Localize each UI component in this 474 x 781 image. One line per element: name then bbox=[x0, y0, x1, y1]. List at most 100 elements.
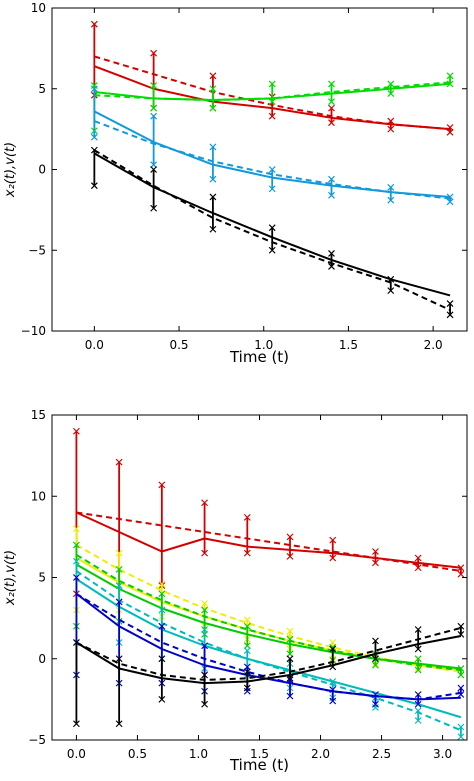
x-marker bbox=[372, 559, 379, 567]
x-marker bbox=[268, 246, 276, 254]
x-marker bbox=[201, 700, 208, 708]
x-marker bbox=[90, 182, 98, 190]
x-tick-label: 0.0 bbox=[67, 747, 86, 761]
x-tick-label: 2.5 bbox=[372, 747, 391, 761]
y-tick-label: 5 bbox=[38, 82, 46, 96]
x-marker bbox=[90, 85, 98, 93]
solid-segment bbox=[272, 92, 332, 100]
solid-segment bbox=[247, 657, 291, 672]
x-marker bbox=[268, 166, 276, 173]
solid-segment bbox=[212, 97, 273, 102]
x-marker bbox=[158, 695, 166, 703]
x-marker bbox=[201, 671, 208, 679]
x-marker bbox=[268, 112, 276, 120]
x-marker bbox=[72, 427, 80, 435]
x-marker bbox=[414, 691, 422, 698]
solid-segment bbox=[332, 680, 376, 694]
y-axis-label: x₂(t),v(t) bbox=[3, 550, 18, 606]
x-marker bbox=[372, 661, 379, 669]
y-tick-label: 0 bbox=[38, 652, 46, 666]
x-marker bbox=[329, 663, 337, 671]
x-marker bbox=[387, 287, 395, 295]
bottom-chart: 0.0 0.5 1.0 1.5 2.0 2.5 3.0 −5 0 5 10 15 Time (t) x₂(… bbox=[3, 408, 468, 774]
x-marker bbox=[328, 80, 335, 88]
solid-segment bbox=[212, 163, 273, 179]
x-marker bbox=[414, 700, 422, 708]
x-marker bbox=[372, 691, 379, 698]
series-0 bbox=[90, 20, 454, 136]
x-tick-label: 1.0 bbox=[189, 747, 208, 761]
x-marker bbox=[414, 564, 422, 572]
x-marker bbox=[329, 697, 337, 705]
solid-segment bbox=[161, 628, 205, 647]
solid-segment bbox=[289, 548, 333, 555]
x-marker bbox=[243, 616, 251, 624]
solid-segment bbox=[417, 703, 462, 719]
solid-segment bbox=[247, 674, 291, 683]
solid-segment bbox=[204, 680, 248, 685]
x-marker bbox=[286, 676, 294, 684]
x-marker bbox=[72, 639, 80, 646]
solid-segment bbox=[331, 116, 391, 126]
x-marker bbox=[387, 80, 395, 88]
x-tick-label: 3.0 bbox=[433, 747, 452, 761]
solid-segment bbox=[289, 682, 333, 693]
solid-segment bbox=[375, 695, 419, 701]
x-marker bbox=[387, 117, 395, 125]
x-marker bbox=[446, 300, 454, 307]
y-tick-label: 10 bbox=[31, 1, 46, 15]
x-marker bbox=[201, 549, 208, 557]
x-marker bbox=[158, 580, 166, 588]
x-tick-label: 0.5 bbox=[128, 747, 147, 761]
x-marker bbox=[150, 49, 158, 57]
x-marker bbox=[286, 627, 294, 635]
x-marker bbox=[209, 85, 217, 93]
solid-segment bbox=[289, 643, 333, 654]
x-marker bbox=[243, 642, 251, 650]
y-tick-label: 5 bbox=[38, 571, 46, 585]
x-marker bbox=[268, 98, 276, 106]
x-marker bbox=[286, 552, 294, 560]
x-marker bbox=[201, 626, 208, 633]
x-marker bbox=[90, 20, 98, 28]
x-marker bbox=[243, 684, 251, 692]
x-marker bbox=[414, 717, 422, 724]
x-marker bbox=[201, 600, 208, 607]
solid-segment bbox=[332, 651, 376, 660]
x-marker bbox=[329, 639, 337, 646]
x-marker bbox=[286, 533, 294, 541]
series-5 bbox=[72, 622, 465, 728]
x-marker bbox=[158, 590, 166, 598]
x-marker bbox=[446, 311, 454, 319]
x-marker bbox=[201, 642, 208, 650]
solid-segment bbox=[118, 625, 163, 650]
y-tick-label: −5 bbox=[28, 733, 46, 747]
solid-segment bbox=[94, 90, 154, 100]
x-marker bbox=[457, 622, 465, 630]
x-marker bbox=[243, 663, 251, 671]
solid-segment bbox=[289, 664, 333, 676]
x-marker bbox=[328, 98, 335, 106]
solid-segment bbox=[289, 669, 333, 683]
x-marker bbox=[414, 666, 422, 674]
x-marker bbox=[457, 671, 465, 679]
x-tick-label: 1.5 bbox=[339, 338, 358, 352]
x-tick-label: 0.5 bbox=[169, 338, 188, 352]
x-marker bbox=[329, 645, 337, 653]
x-marker bbox=[243, 513, 251, 521]
solid-segment bbox=[390, 123, 451, 131]
x-marker bbox=[115, 549, 123, 557]
x-marker bbox=[209, 143, 217, 151]
x-marker bbox=[329, 554, 337, 562]
x-marker bbox=[150, 82, 158, 89]
solid-segment bbox=[332, 690, 376, 698]
x-marker bbox=[72, 574, 80, 581]
solid-segment bbox=[271, 236, 332, 261]
x-marker bbox=[387, 90, 395, 98]
x-marker bbox=[209, 225, 217, 233]
series-3 bbox=[72, 557, 465, 741]
x-marker bbox=[372, 700, 379, 708]
x-marker bbox=[414, 655, 422, 663]
solid-segment bbox=[93, 65, 154, 90]
solid-segment bbox=[118, 667, 163, 680]
